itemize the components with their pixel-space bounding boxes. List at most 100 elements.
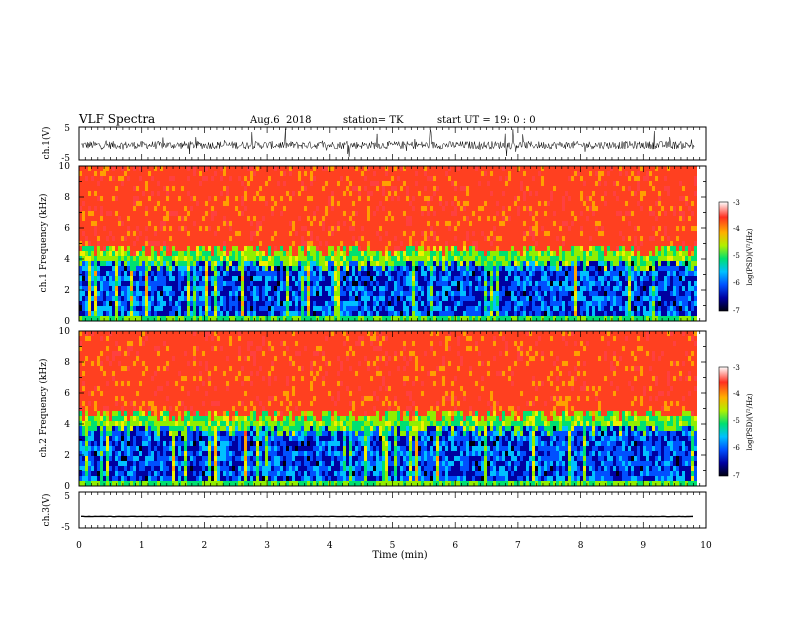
spectrogram-cell bbox=[502, 291, 505, 296]
spectrogram-cell bbox=[328, 231, 331, 236]
spectrogram-cell bbox=[376, 301, 379, 306]
spectrogram-cell bbox=[379, 191, 382, 196]
spectrogram-cell bbox=[379, 276, 382, 281]
spectrogram-cell bbox=[421, 226, 424, 231]
spectrogram-cell bbox=[103, 236, 106, 241]
spectrogram-cell bbox=[322, 291, 325, 296]
spectrogram-cell bbox=[322, 251, 325, 256]
spectrogram-cell bbox=[175, 266, 178, 271]
spectrogram-cell bbox=[541, 176, 544, 181]
spectrogram-cell bbox=[184, 246, 187, 251]
spectrogram-cell bbox=[307, 166, 310, 171]
spectrogram-cell bbox=[415, 181, 418, 186]
spectrogram-cell bbox=[526, 231, 529, 236]
spectrogram-cell bbox=[322, 171, 325, 176]
spectrogram-cell bbox=[280, 181, 283, 186]
spectrogram-cell bbox=[436, 301, 439, 306]
spectrogram-cell bbox=[238, 246, 241, 251]
spectrogram-cell bbox=[253, 206, 256, 211]
spectrogram-cell bbox=[397, 291, 400, 296]
spectrogram-cell bbox=[448, 246, 451, 251]
spectrogram-cell bbox=[484, 231, 487, 236]
spectrogram-cell bbox=[160, 301, 163, 306]
spectrogram-cell bbox=[391, 216, 394, 221]
spectrogram-cell bbox=[373, 241, 376, 246]
spectrogram-cell bbox=[355, 226, 358, 231]
spectrogram-cell bbox=[445, 291, 448, 296]
spectrogram-cell bbox=[319, 176, 322, 181]
spectrogram-cell bbox=[379, 226, 382, 231]
spectrogram-cell bbox=[460, 226, 463, 231]
spectrogram-cell bbox=[337, 301, 340, 306]
spectrogram-cell bbox=[514, 226, 517, 231]
spectrogram-cell bbox=[187, 271, 190, 276]
spectrogram-cell bbox=[427, 251, 430, 256]
spectrogram-cell bbox=[319, 281, 322, 286]
spectrogram-cell bbox=[382, 246, 385, 251]
spectrogram-cell bbox=[325, 271, 328, 276]
spectrogram-cell bbox=[505, 171, 508, 176]
spectrogram-cell bbox=[100, 296, 103, 301]
spectrogram-cell bbox=[436, 291, 439, 296]
spectrogram-cell bbox=[355, 261, 358, 266]
spectrogram-cell bbox=[484, 261, 487, 266]
spectrogram-cell bbox=[256, 166, 259, 171]
spectrogram-cell bbox=[202, 276, 205, 281]
spectrogram-cell bbox=[403, 176, 406, 181]
spectrogram-cell bbox=[133, 271, 136, 276]
spectrogram-cell bbox=[451, 266, 454, 271]
spectrogram-cell bbox=[103, 201, 106, 206]
spectrogram-cell bbox=[493, 206, 496, 211]
spectrogram-cell bbox=[370, 171, 373, 176]
spectrogram-cell bbox=[187, 221, 190, 226]
spectrogram-cell bbox=[79, 191, 82, 196]
spectrogram-cell bbox=[277, 301, 280, 306]
spectrogram-cell bbox=[343, 286, 346, 291]
spectrogram-cell bbox=[451, 246, 454, 251]
spectrogram-cell bbox=[385, 291, 388, 296]
spectrogram-cell bbox=[337, 206, 340, 211]
spectrogram-cell bbox=[388, 226, 391, 231]
spectrogram-cell bbox=[109, 181, 112, 186]
spectrogram-cell bbox=[145, 286, 148, 291]
spectrogram-cell bbox=[457, 251, 460, 256]
spectrogram-cell bbox=[199, 241, 202, 246]
spectrogram-cell bbox=[364, 176, 367, 181]
spectrogram-cell bbox=[388, 271, 391, 276]
spectrogram-cell bbox=[316, 231, 319, 236]
spectrogram-cell bbox=[544, 171, 547, 176]
spectrogram-cell bbox=[91, 246, 94, 251]
spectrogram-cell bbox=[559, 211, 562, 216]
spectrogram-cell bbox=[418, 166, 421, 171]
spectrogram-cell bbox=[259, 241, 262, 246]
spectrogram-cell bbox=[505, 266, 508, 271]
spectrogram-cell bbox=[217, 166, 220, 171]
spectrogram-cell bbox=[418, 221, 421, 226]
spectrogram-cell bbox=[319, 196, 322, 201]
spectrogram-cell bbox=[475, 176, 478, 181]
spectrogram-cell bbox=[211, 211, 214, 216]
spectrogram-cell bbox=[172, 216, 175, 221]
spectrogram-cell bbox=[463, 251, 466, 256]
spectrogram-cell bbox=[319, 241, 322, 246]
spectrogram-cell bbox=[499, 276, 502, 281]
spectrogram-cell bbox=[172, 196, 175, 201]
spectrogram-cell bbox=[550, 221, 553, 226]
spectrogram-cell bbox=[235, 261, 238, 266]
spectrogram-cell bbox=[514, 276, 517, 281]
spectrogram-cell bbox=[283, 291, 286, 296]
spectrogram-cell bbox=[307, 271, 310, 276]
spectrogram-cell bbox=[493, 186, 496, 191]
spectrogram-cell bbox=[280, 211, 283, 216]
spectrogram-cell bbox=[157, 241, 160, 246]
spectrogram-cell bbox=[487, 301, 490, 306]
spectrogram-cell bbox=[544, 276, 547, 281]
spectrogram-cell bbox=[442, 206, 445, 211]
spectrogram-cell bbox=[202, 176, 205, 181]
spectrogram-cell bbox=[124, 166, 127, 171]
spectrogram-cell bbox=[388, 251, 391, 256]
spectrogram-cell bbox=[409, 281, 412, 286]
spectrogram-cell bbox=[472, 306, 475, 311]
spectrogram-cell bbox=[382, 171, 385, 176]
